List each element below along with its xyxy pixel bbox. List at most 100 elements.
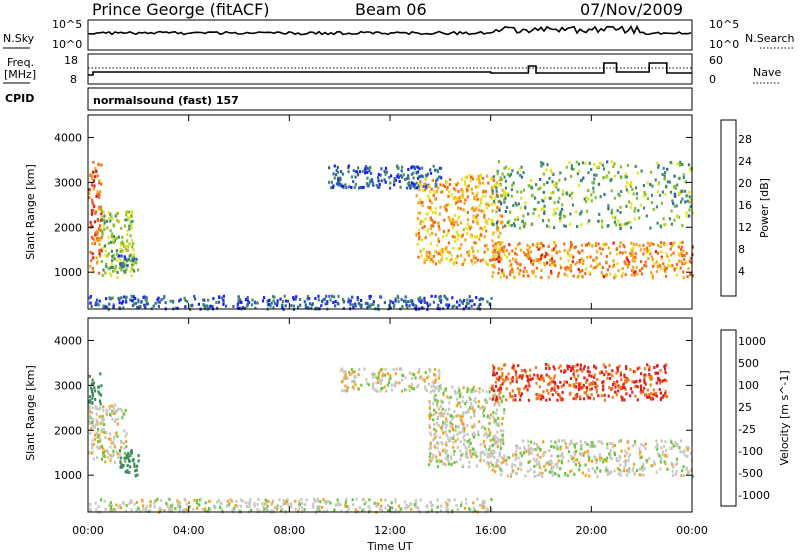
heatmap-cell [567,259,570,263]
heatmap-cell [472,249,475,253]
heatmap-cell [520,165,523,169]
heatmap-cell [217,300,221,304]
heatmap-cell [663,364,667,368]
heatmap-cell [452,415,456,419]
heatmap-cell [236,302,239,306]
heatmap-cell [333,176,336,180]
heatmap-cell [540,377,543,381]
heatmap-cell [379,381,382,385]
heatmap-cell [463,438,466,442]
heatmap-cell [432,453,435,457]
heatmap-cell [579,212,582,216]
heatmap-cell [532,269,535,273]
heatmap-cell [498,267,501,271]
heatmap-cell [434,374,437,378]
heatmap-cell [509,172,513,176]
heatmap-cell [621,398,624,402]
heatmap-cell [100,182,103,186]
heatmap-cell [428,250,431,254]
heatmap-cell [368,181,371,185]
heatmap-cell [166,505,169,509]
heatmap-cell [395,164,399,168]
heatmap-cell [511,465,514,469]
heatmap-cell [95,508,98,512]
heatmap-cell [297,507,300,511]
heatmap-cell [651,184,654,188]
heatmap-cell [301,502,304,506]
heatmap-cell [500,473,503,477]
heatmap-cell [599,456,602,460]
heatmap-cell [635,192,638,196]
heatmap-cell [542,162,545,166]
heatmap-cell [105,262,108,266]
heatmap-cell [410,507,413,511]
heatmap-cell [499,444,502,448]
heatmap-cell [434,211,437,215]
heatmap-cell [493,450,496,454]
heatmap-cell [387,378,391,381]
heatmap-cell [466,195,469,199]
heatmap-cell [135,508,138,512]
heatmap-cell [541,475,544,478]
heatmap-cell [430,458,434,462]
heatmap-cell [444,247,447,251]
date-label: 07/Nov/2009 [580,0,683,19]
heatmap-cell [130,294,133,298]
colorbar-tick-label: 28 [738,133,752,146]
heatmap-cell [92,202,95,206]
heatmap-cell [574,393,577,397]
heatmap-cell [624,387,627,391]
heatmap-cell [435,429,438,433]
heatmap-cell [653,262,656,266]
heatmap-cell [112,253,115,257]
heatmap-cell [186,300,189,304]
heatmap-cell [375,502,378,506]
heatmap-cell [613,162,616,166]
heatmap-cell [664,370,667,374]
heatmap-cell [498,422,501,426]
heatmap-cell [438,412,441,416]
heatmap-cell [469,179,472,183]
heatmap-cell [427,205,430,209]
heatmap-cell [508,167,511,171]
heatmap-cell [460,453,463,457]
heatmap-cell [680,259,683,263]
heatmap-cell [650,255,653,259]
heatmap-cell [556,454,559,458]
heatmap-cell [444,296,447,300]
heatmap-cell [462,464,465,468]
heatmap-cell [593,177,596,181]
heatmap-cell [536,376,539,380]
heatmap-cell [460,419,463,423]
heatmap-cell [602,384,605,388]
heatmap-cell [126,259,129,263]
heatmap-cell [409,385,412,389]
heatmap-cell [485,400,488,404]
heatmap-cell [575,458,578,462]
heatmap-cell [179,298,182,302]
heatmap-cell [272,499,275,503]
heatmap-cell [672,242,676,246]
heatmap-cell [642,243,645,247]
heatmap-cell [384,498,387,502]
heatmap-cell [496,226,499,230]
heatmap-cell [486,300,489,304]
heatmap-cell [120,254,123,258]
heatmap-cell [165,501,168,505]
heatmap-cell [466,408,469,412]
heatmap-cell [617,459,620,463]
heatmap-cell [452,441,455,444]
heatmap-cell [91,406,94,410]
heatmap-cell [542,376,545,380]
heatmap-cell [549,459,552,463]
heatmap-cell [660,397,663,401]
heatmap-cell [448,190,451,194]
heatmap-cell [561,453,564,457]
heatmap-cell [655,394,658,398]
heatmap-cell [667,264,670,267]
heatmap-cell [489,438,492,442]
heatmap-cell [111,404,114,408]
heatmap-cell [100,444,103,448]
